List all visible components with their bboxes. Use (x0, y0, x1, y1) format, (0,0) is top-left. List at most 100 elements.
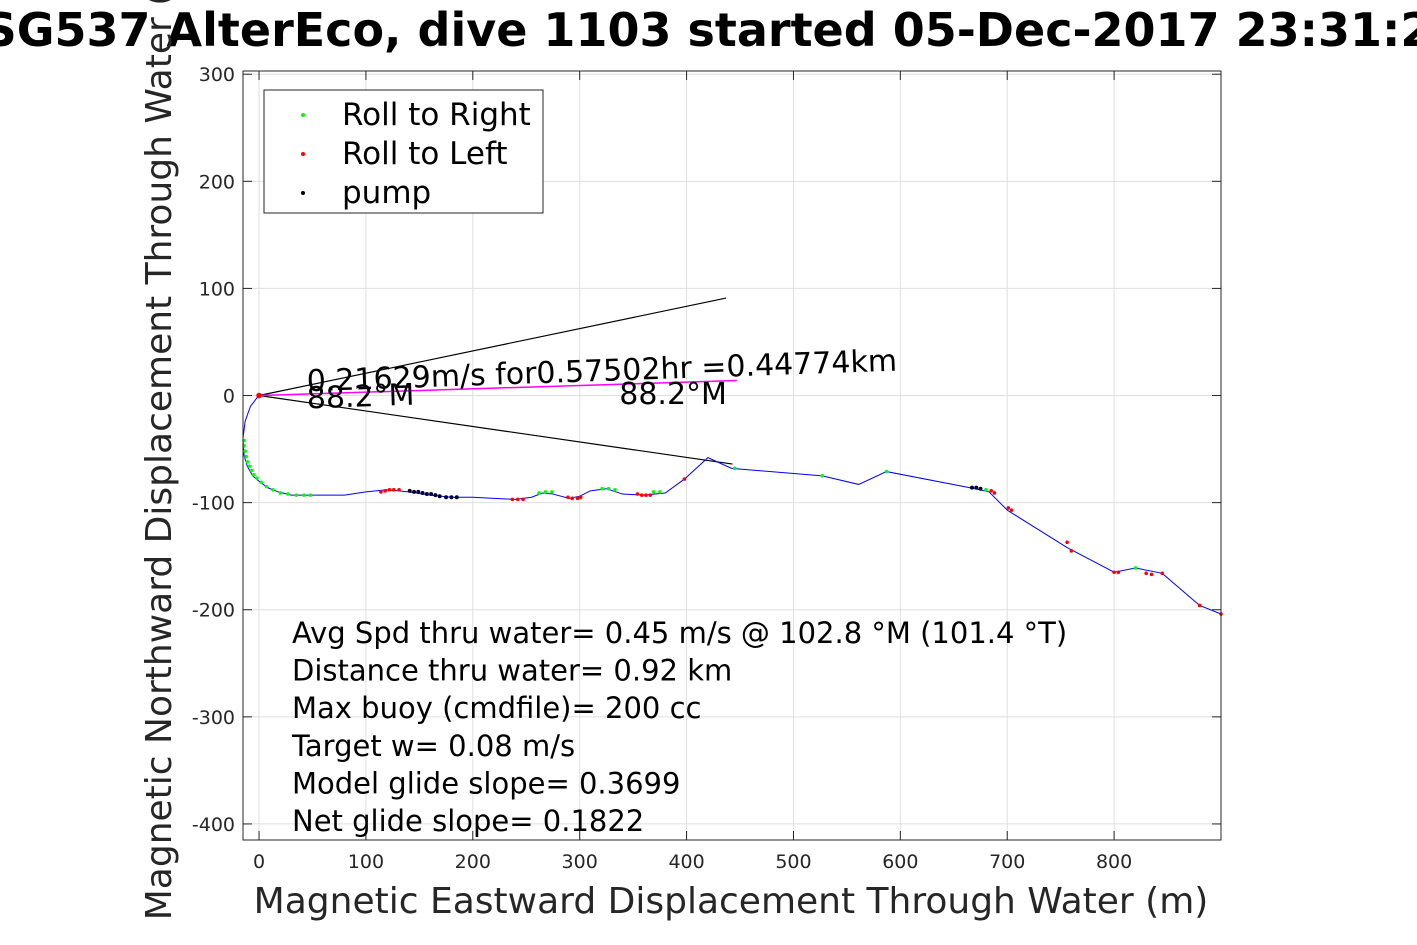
stat-line: Target w= 0.08 m/s (291, 729, 575, 763)
x-tick-label: 100 (348, 851, 384, 873)
legend-marker (301, 191, 305, 195)
roll-left-point (1009, 508, 1014, 512)
grid-lines (243, 71, 1221, 840)
x-tick-label: 800 (1096, 851, 1132, 873)
roll-left-point (635, 492, 640, 496)
roll-right-point (294, 493, 299, 497)
stat-line: Max buoy (cmdfile)= 200 cc (292, 691, 701, 725)
x-tick-label: 300 (562, 851, 598, 873)
stat-line: Avg Spd thru water= 0.45 m/s @ 102.8 °M … (292, 616, 1067, 650)
plot-frame (242, 70, 1222, 841)
x-tick-label: 400 (668, 851, 704, 873)
legend-label: pump (342, 175, 431, 211)
y-axis-label: Magnetic Northward Displacement Through … (139, 0, 180, 920)
pump-point (412, 489, 417, 494)
roll-right-point (1133, 566, 1138, 570)
roll-right-point (245, 460, 250, 464)
roll-right-point (255, 476, 259, 480)
roll-left-point (992, 491, 997, 495)
roll-right-point (244, 454, 249, 459)
pump-point (449, 495, 454, 500)
legend-marker (301, 152, 305, 156)
pump-point (437, 494, 442, 499)
y-tick-label: 0 (223, 386, 235, 408)
roll-left-point (989, 489, 993, 493)
roll-right-point (286, 492, 290, 496)
roll-left-point (1116, 570, 1121, 575)
roll-right-point (984, 487, 988, 492)
roll-left-point (521, 497, 525, 502)
legend-marker (301, 113, 305, 117)
x-tick-label: 700 (989, 851, 1025, 873)
y-tick-label: 100 (199, 278, 235, 300)
roll-right-point (658, 490, 662, 494)
roll-right-point (651, 490, 656, 494)
roll-left-point (1144, 571, 1148, 576)
y-tick-label: -300 (192, 707, 235, 729)
roll-right-point (537, 491, 541, 495)
roll-left-point (644, 493, 648, 497)
roll-right-point (249, 468, 254, 473)
heading-line-group (259, 379, 737, 397)
axis-ticks: 0 100 200 300 400 500 600 700 800 300 200 100 0 -100 -… (192, 64, 1221, 873)
roll-right-point (264, 484, 269, 489)
x-tick-label: 500 (775, 851, 811, 873)
roll-right-point (271, 487, 275, 492)
start-point (256, 392, 262, 399)
x-tick-label: 600 (882, 851, 918, 873)
roll-left-point (383, 489, 387, 493)
roll-right-point (820, 474, 825, 478)
roll-right-point (732, 466, 737, 471)
y-tick-label: -100 (192, 493, 235, 515)
roll-left-point (648, 493, 653, 497)
wedge-line (258, 297, 727, 397)
pump-point (416, 489, 421, 494)
roll-right-point (251, 472, 256, 477)
roll-left-point (566, 495, 570, 500)
roll-right-point (278, 491, 283, 495)
x-tick-label: 0 (253, 851, 265, 873)
stat-line: Model glide slope= 0.3699 (292, 766, 680, 800)
x-axis-label: Magnetic Eastward Displacement Through W… (254, 881, 1209, 922)
stat-line: Distance thru water= 0.92 km (292, 654, 732, 688)
roll-left-point (639, 493, 644, 497)
roll-right-point (606, 486, 611, 491)
roll-right-point (543, 490, 548, 494)
pump-point (444, 495, 449, 500)
legend-label: Roll to Left (342, 136, 508, 172)
legend-box (263, 89, 544, 214)
pump-point (978, 486, 983, 491)
roll-left-point (578, 495, 583, 500)
roll-left-point (1065, 540, 1069, 545)
pump-point (454, 495, 459, 500)
pump-point (969, 485, 974, 490)
heading-line (259, 379, 737, 397)
pump-point (407, 488, 412, 493)
y-tick-label: 300 (199, 64, 235, 86)
roll-right-point (600, 486, 604, 491)
y-tick-label: -400 (192, 814, 235, 836)
x-tick-label: 200 (455, 851, 491, 873)
roll-left-point (570, 496, 575, 501)
roll-left-point (391, 487, 396, 492)
roll-left-point (1160, 571, 1165, 576)
y-tick-label: 200 (199, 171, 235, 193)
roll-left-point (387, 487, 392, 492)
pump-point (420, 490, 425, 495)
annotation-text: 88.2°M (619, 377, 727, 412)
pump-point (424, 492, 429, 497)
roll-right-point (302, 493, 306, 497)
annotation-text: 88.2°M (306, 378, 415, 417)
markers-group (242, 392, 1223, 616)
heading-wedge (258, 297, 733, 465)
roll-left-point (1112, 570, 1116, 575)
roll-left-point (1006, 506, 1011, 510)
roll-left-point (682, 477, 687, 481)
roll-left-point (1149, 572, 1154, 577)
roll-right-point (259, 480, 263, 485)
pump-point (433, 493, 438, 498)
roll-left-point (379, 490, 383, 494)
stats-block: Avg Spd thru water= 0.45 m/s @ 102.8 °M … (291, 616, 1067, 838)
